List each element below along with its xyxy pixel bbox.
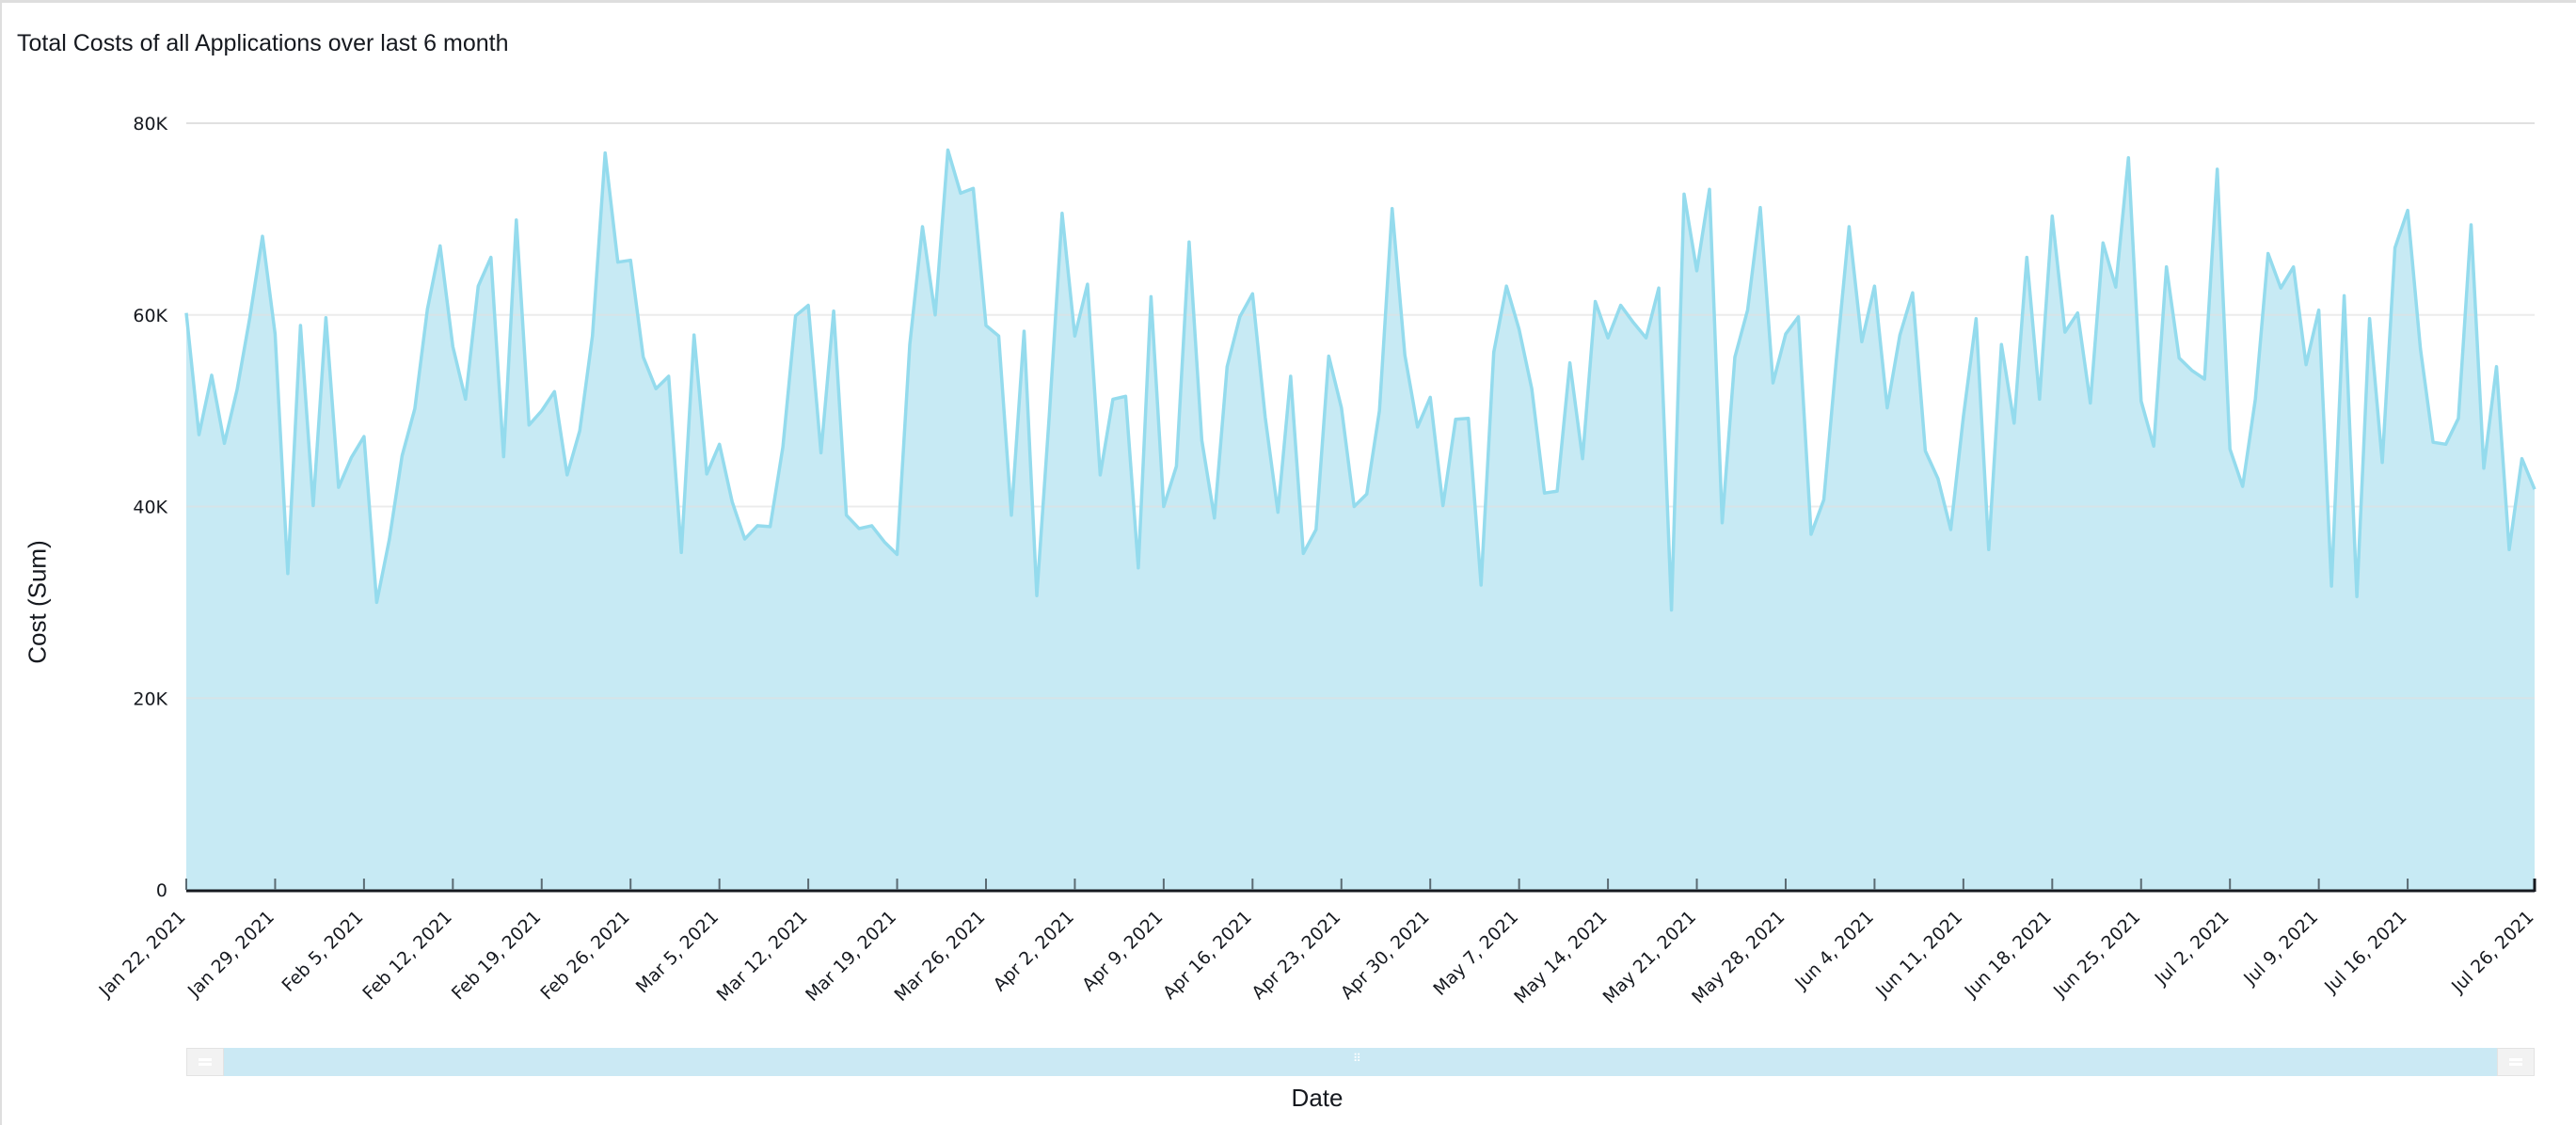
x-tick-label: Jul 2, 2021 [2151, 907, 2234, 990]
x-tick-label: Apr 23, 2021 [1248, 907, 1344, 1004]
x-tick-label: Apr 30, 2021 [1337, 907, 1434, 1004]
x-tick-label: Feb 12, 2021 [358, 907, 455, 1004]
x-tick-label: Mar 26, 2021 [891, 907, 990, 1006]
cost-line[interactable] [184, 148, 2536, 612]
x-tick-label: Jun 25, 2021 [2049, 907, 2144, 1002]
y-tick-label: 0 [156, 880, 167, 901]
scrollbar-left-handle[interactable] [186, 1048, 224, 1076]
x-tick-label: Apr 16, 2021 [1159, 907, 1256, 1004]
x-tick-label: Feb 26, 2021 [536, 907, 633, 1004]
x-tick-label: Jul 16, 2021 [2320, 907, 2411, 998]
x-tick-label: Mar 12, 2021 [713, 907, 812, 1006]
grip-dots-icon[interactable]: ⠿ [1353, 1052, 1362, 1065]
x-tick-label: Jun 18, 2021 [1960, 907, 2055, 1002]
x-tick-label: May 14, 2021 [1510, 907, 1611, 1007]
x-tick-label: Feb 5, 2021 [278, 907, 368, 996]
x-tick-label: Mar 19, 2021 [802, 907, 900, 1006]
area-fill [186, 150, 2535, 890]
x-tick-label: Jul 9, 2021 [2239, 907, 2322, 990]
scrollbar-right-handle[interactable] [2497, 1048, 2535, 1076]
x-tick-label: Jan 22, 2021 [94, 907, 189, 1002]
x-axis-label: Date [1291, 1084, 1344, 1112]
x-tick-label: Jun 4, 2021 [1790, 907, 1878, 994]
x-tick-label: Apr 2, 2021 [990, 907, 1078, 995]
x-tick-label: Jul 26, 2021 [2447, 907, 2538, 998]
x-tick-label: Apr 9, 2021 [1078, 907, 1167, 995]
y-tick-label: 20K [133, 689, 167, 709]
y-tick-label: 40K [133, 498, 167, 518]
y-tick-label: 80K [133, 114, 167, 135]
x-tick-label: Feb 19, 2021 [448, 907, 545, 1004]
chart-title: Total Costs of all Applications over las… [17, 30, 509, 56]
x-tick-label: May 21, 2021 [1599, 907, 1700, 1007]
x-tick-label: May 28, 2021 [1688, 907, 1789, 1007]
x-axis-range-scrollbar[interactable]: ⠿ [186, 1048, 2535, 1076]
y-tick-label: 60K [133, 306, 167, 326]
x-tick-label: Mar 5, 2021 [632, 907, 723, 997]
x-tick-label: Jan 29, 2021 [183, 907, 278, 1002]
x-tick-label: May 7, 2021 [1429, 907, 1522, 1000]
x-tick-label: Jun 11, 2021 [1871, 907, 1966, 1002]
